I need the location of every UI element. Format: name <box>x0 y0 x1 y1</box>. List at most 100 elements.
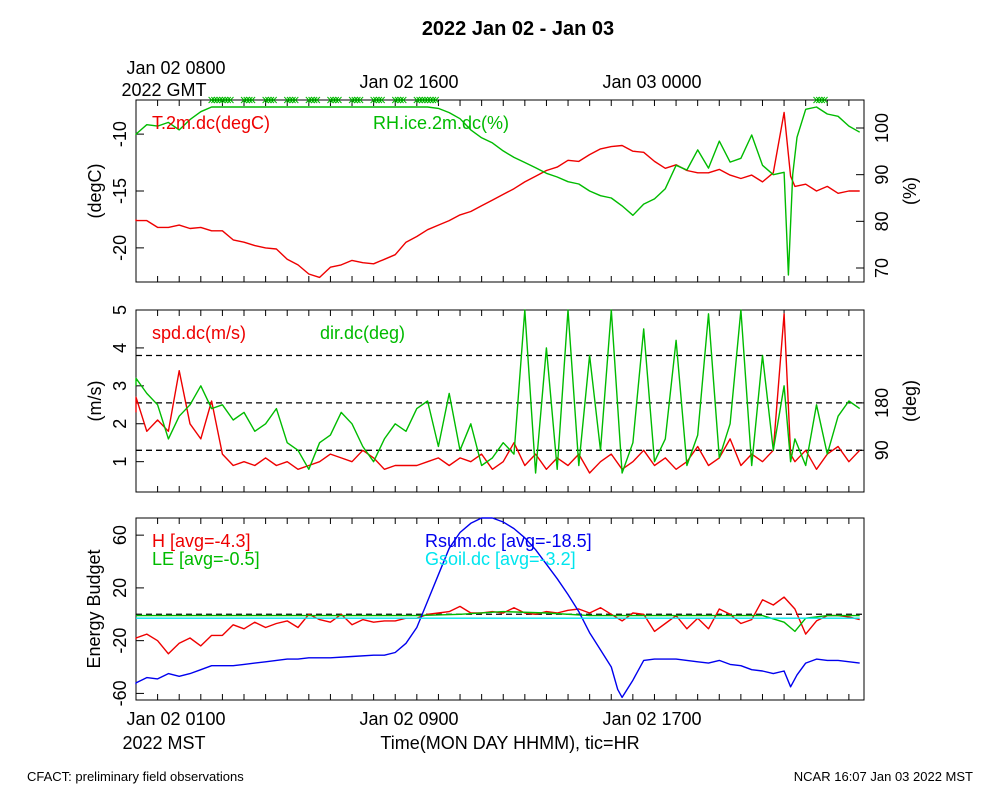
saturation-marker <box>424 96 431 104</box>
saturation-marker <box>224 96 232 104</box>
saturation-marker <box>418 96 426 104</box>
y-tick-label: 2 <box>110 419 130 429</box>
y-tick-label: 4 <box>110 343 130 353</box>
y-tick-label: 60 <box>110 525 130 545</box>
saturation-marker <box>219 96 226 104</box>
top-axis-sublabel: 2022 GMT <box>121 80 206 100</box>
series-t <box>135 111 860 279</box>
panel-1-ytick-labels: -20 -15 -10 70 80 90 100 <box>110 113 892 278</box>
saturation-marker <box>375 96 383 104</box>
y-tick-label: 90 <box>872 165 892 185</box>
saturation-marker <box>208 96 215 104</box>
y-tick-label: -10 <box>110 121 130 147</box>
saturation-marker <box>416 96 423 104</box>
bottom-tick-label-1: Jan 02 0900 <box>359 709 458 729</box>
bottom-tick-label-2: Jan 02 1700 <box>602 709 701 729</box>
saturation-marker <box>286 96 294 104</box>
saturation-marker <box>397 96 404 104</box>
saturation-marker <box>246 96 253 104</box>
saturation-marker <box>429 96 437 104</box>
top-tick-label-2: Jan 03 0000 <box>602 72 701 92</box>
saturation-marker <box>421 96 429 104</box>
saturation-marker <box>391 96 399 104</box>
saturation-marker <box>821 96 828 104</box>
saturation-marker <box>815 96 823 104</box>
footer-left: CFACT: preliminary field observations <box>27 769 244 784</box>
saturation-marker <box>264 96 272 104</box>
panel-1-legend-t: T.2m.dc(degC) <box>152 113 270 133</box>
series-h <box>135 596 860 655</box>
saturation-marker <box>308 96 315 104</box>
saturation-marker <box>262 96 269 104</box>
panel-2-ylabel: (m/s) <box>85 381 105 422</box>
panel-3-frame <box>135 517 865 701</box>
saturation-marker <box>351 96 359 104</box>
y-tick-label: 90 <box>872 440 892 460</box>
page-title: 2022 Jan 02 - Jan 03 <box>422 18 614 40</box>
y-tick-label: 5 <box>110 305 130 315</box>
saturation-marker <box>313 96 321 104</box>
panel-2-legend-dir: dir.dc(deg) <box>320 323 405 343</box>
axis-ticks <box>136 100 864 700</box>
reference-lines <box>136 354 864 615</box>
y-tick-label: 180 <box>872 388 892 418</box>
saturation-marker <box>378 96 386 104</box>
footer-right: NCAR 16:07 Jan 03 2022 MST <box>794 769 973 784</box>
saturation-marker <box>291 96 299 104</box>
saturation-marker <box>305 96 313 104</box>
saturation-marker <box>327 96 334 104</box>
saturation-marker <box>243 96 251 104</box>
panel-3-legend-gsoil: Gsoil.dc [avg=-3.2] <box>425 549 576 569</box>
series-rsum <box>135 517 860 699</box>
y-tick-label: 20 <box>110 578 130 598</box>
saturation-marker <box>283 96 291 104</box>
panel-2-ytick-labels: 1 2 3 4 5 90 180 <box>110 305 892 467</box>
panel-3-legend-le: LE [avg=-0.5] <box>152 549 260 569</box>
bottom-axis-sublabel: 2022 MST <box>122 733 205 753</box>
saturation-marker <box>240 96 248 104</box>
panel-1-ylabel: (degC) <box>85 163 105 218</box>
y-tick-label: -20 <box>110 628 130 654</box>
saturation-marker <box>356 96 364 104</box>
saturation-marker <box>426 96 434 104</box>
saturation-marker <box>354 96 361 104</box>
saturation-marker <box>332 96 340 104</box>
saturation-marker <box>213 96 221 104</box>
saturation-marker <box>270 96 278 104</box>
saturation-marker <box>289 96 296 104</box>
y-tick-label: 80 <box>872 211 892 231</box>
saturation-marker <box>813 96 820 104</box>
series-dir <box>135 309 861 474</box>
saturation-marker <box>394 96 402 104</box>
panel-2-legend-spd: spd.dc(m/s) <box>152 323 246 343</box>
y-tick-label: -15 <box>110 178 130 204</box>
saturation-marker <box>329 96 337 104</box>
saturation-marker <box>216 96 224 104</box>
panel-3-legend-h: H [avg=-4.3] <box>152 531 251 551</box>
x-axis-label: Time(MON DAY HHMM), tic=HR <box>380 733 639 753</box>
saturation-marker <box>399 96 407 104</box>
panel-3-ylabel: Energy Budget <box>84 549 104 668</box>
series-spd <box>135 313 861 474</box>
saturation-marker <box>221 96 229 104</box>
series-le <box>136 610 860 633</box>
panel-3-ytick-labels: -60 -20 20 60 <box>110 525 130 706</box>
panel-2-y2label: (deg) <box>900 380 920 422</box>
saturation-marker <box>227 96 234 104</box>
saturation-marker <box>248 96 256 104</box>
bottom-tick-label-0: Jan 02 0100 <box>126 709 225 729</box>
saturation-marker <box>267 96 275 104</box>
panel-1-y2label: (%) <box>900 177 920 205</box>
y-tick-label: 3 <box>110 381 130 391</box>
saturation-marker <box>348 96 356 104</box>
panel-3-legend-rsum: Rsum.dc [avg=-18.5] <box>425 531 592 551</box>
top-tick-label-0: Jan 02 0800 <box>126 58 225 78</box>
saturation-marker <box>310 96 318 104</box>
saturation-marker <box>335 96 342 104</box>
saturation-marker <box>413 96 421 104</box>
saturation-marker <box>370 96 377 104</box>
saturation-marker <box>210 96 218 104</box>
saturation-marker <box>372 96 380 104</box>
saturation-marker <box>432 96 440 104</box>
